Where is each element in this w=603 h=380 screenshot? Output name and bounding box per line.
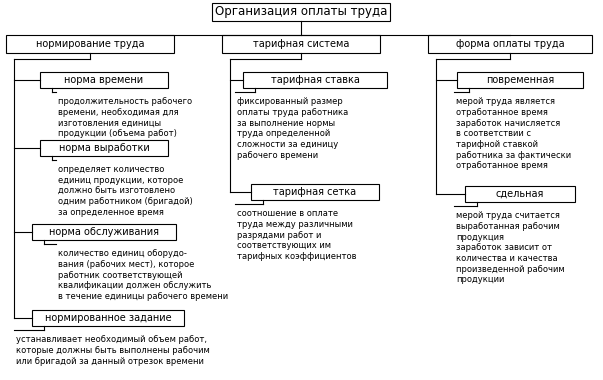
Text: устанавливает необходимый объем работ,
которые должны быть выполнены рабочим
или: устанавливает необходимый объем работ, к… (16, 335, 210, 366)
Text: соотношение в оплате
труда между различными
разрядами работ и
соответствующих им: соотношение в оплате труда между различн… (237, 209, 356, 261)
Text: норма выработки: норма выработки (58, 143, 150, 153)
Bar (428, 35, 592, 53)
Text: тарифная система: тарифная система (253, 39, 349, 49)
Text: продолжительность рабочего
времени, необходимая для
изготовления единицы
продукц: продолжительность рабочего времени, необ… (58, 97, 192, 138)
Bar (32, 224, 176, 240)
Bar (222, 35, 380, 53)
Text: тарифная ставка: тарифная ставка (271, 75, 359, 85)
Text: мерой труда является
отработанное время
заработок начисляется
в соответствии с
т: мерой труда является отработанное время … (456, 97, 571, 171)
Bar (251, 184, 379, 200)
Text: количество единиц оборудо-
вания (рабочих мест), которое
работник соответствующе: количество единиц оборудо- вания (рабочи… (58, 249, 228, 301)
Text: тарифная сетка: тарифная сетка (273, 187, 356, 197)
Text: нормированное задание: нормированное задание (45, 313, 171, 323)
Bar (40, 72, 168, 88)
Text: определяет количество
единиц продукции, которое
должно быть изготовлено
одним ра: определяет количество единиц продукции, … (58, 165, 193, 217)
Text: мерой труда считается
выработанная рабочим
продукция
заработок зависит от
количе: мерой труда считается выработанная рабоч… (456, 211, 564, 285)
Text: фиксированный размер
оплаты труда работника
за выполнение нормы
труда определенн: фиксированный размер оплаты труда работн… (237, 97, 349, 160)
Bar (212, 3, 390, 21)
Text: Организация оплаты труда: Организация оплаты труда (215, 5, 387, 19)
Bar (243, 72, 387, 88)
Bar (6, 35, 174, 53)
Text: нормирование труда: нормирование труда (36, 39, 144, 49)
Text: сдельная: сдельная (496, 189, 544, 199)
Text: форма оплаты труда: форма оплаты труда (456, 39, 564, 49)
Text: норма времени: норма времени (65, 75, 144, 85)
Bar (32, 310, 184, 326)
Bar (457, 72, 583, 88)
Text: норма обслуживания: норма обслуживания (49, 227, 159, 237)
Text: повременная: повременная (486, 75, 554, 85)
Bar (465, 186, 575, 202)
Bar (40, 140, 168, 156)
